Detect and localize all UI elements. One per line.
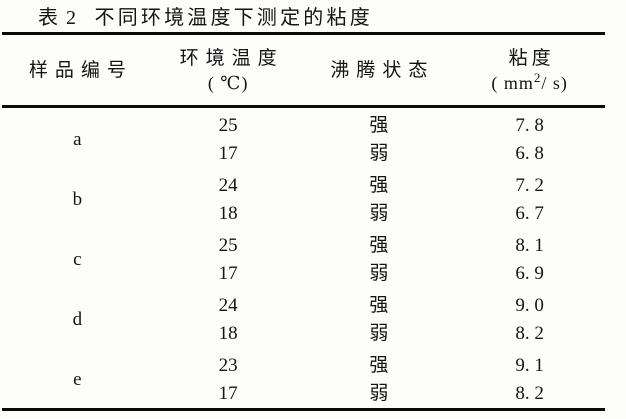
table-row: 17 弱 6. 8 bbox=[2, 140, 605, 168]
viscosity-cell: 8. 2 bbox=[515, 323, 544, 344]
temperature-cell: 24 bbox=[218, 175, 238, 196]
temperature-cell: 24 bbox=[218, 295, 238, 316]
boiling-state-cell: 强 bbox=[369, 235, 389, 256]
viscosity-cell: 9. 1 bbox=[515, 355, 544, 376]
table-title-text: 不同环境温度下测定的粘度 bbox=[94, 7, 373, 29]
boiling-state-cell: 强 bbox=[369, 115, 389, 136]
viscosity-cell: 6. 7 bbox=[515, 203, 544, 224]
viscosity-cell: 7. 8 bbox=[515, 115, 544, 136]
table-row: 18 弱 6. 7 bbox=[2, 200, 605, 228]
viscosity-unit-superscript: 2 bbox=[533, 70, 542, 85]
col-header-sample-id: 样品编号 bbox=[2, 33, 153, 108]
temperature-cell: 18 bbox=[218, 323, 238, 344]
table-row: a 25 强 7. 8 bbox=[2, 107, 605, 150]
temperature-cell: 25 bbox=[218, 115, 238, 136]
boiling-state-cell: 强 bbox=[369, 175, 389, 196]
temperature-cell: 23 bbox=[218, 355, 238, 376]
boiling-state-cell: 弱 bbox=[369, 323, 389, 344]
boiling-state-cell: 弱 bbox=[369, 263, 389, 284]
viscosity-cell: 9. 0 bbox=[515, 295, 544, 316]
table-row: d 24 强 9. 0 bbox=[2, 288, 605, 330]
viscosity-cell: 6. 8 bbox=[515, 143, 544, 164]
temperature-cell: 18 bbox=[218, 203, 238, 224]
viscosity-table: 样品编号 环境温度 ( ℃) 沸腾状态 粘度 ( mm2/ s) a 25 bbox=[2, 32, 605, 411]
viscosity-unit-pre: ( mm bbox=[491, 73, 534, 93]
sample-id-cell-c: c bbox=[73, 249, 82, 270]
viscosity-unit-post: / s) bbox=[541, 73, 568, 93]
boiling-state-cell: 强 bbox=[369, 355, 389, 376]
table-row: 18 弱 8. 2 bbox=[2, 320, 605, 348]
sample-id-cell-a: a bbox=[73, 129, 82, 150]
table-number: 表 2 bbox=[38, 7, 78, 29]
boiling-state-cell: 弱 bbox=[369, 203, 389, 224]
col-header-boiling-state: 沸腾状态 bbox=[303, 33, 455, 108]
sample-id-cell-e: e bbox=[73, 369, 82, 390]
sample-id-cell-b: b bbox=[72, 189, 83, 210]
viscosity-cell: 8. 1 bbox=[515, 235, 544, 256]
table-row: 17 弱 6. 9 bbox=[2, 260, 605, 288]
sample-id-cell-d: d bbox=[72, 309, 83, 330]
viscosity-cell: 8. 2 bbox=[515, 383, 544, 404]
temperature-cell: 17 bbox=[218, 263, 238, 284]
col-header-viscosity-label: 粘度 bbox=[508, 48, 555, 69]
viscosity-cell: 7. 2 bbox=[515, 175, 544, 196]
temperature-cell: 17 bbox=[218, 383, 238, 404]
col-header-boiling-label: 沸腾状态 bbox=[330, 59, 435, 81]
table-row: 17 弱 8. 2 bbox=[2, 380, 605, 410]
header-row: 样品编号 环境温度 ( ℃) 沸腾状态 粘度 ( mm2/ s) bbox=[2, 33, 605, 108]
viscosity-cell: 6. 9 bbox=[515, 263, 544, 284]
col-header-temperature-label: 环境温度 bbox=[179, 48, 284, 69]
col-header-viscosity-unit: ( mm2/ s) bbox=[454, 70, 605, 94]
boiling-state-cell: 弱 bbox=[369, 143, 389, 164]
col-header-sample-id-label: 样品编号 bbox=[28, 59, 133, 81]
table-title: 表 2 不同环境温度下测定的粘度 bbox=[38, 5, 626, 31]
temperature-cell: 25 bbox=[218, 235, 238, 256]
col-header-viscosity: 粘度 ( mm2/ s) bbox=[454, 33, 605, 108]
table-row: e 23 强 9. 1 bbox=[2, 348, 605, 390]
temperature-cell: 17 bbox=[218, 143, 238, 164]
col-header-temperature-unit: ( ℃) bbox=[207, 73, 249, 93]
table-row: c 25 强 8. 1 bbox=[2, 228, 605, 270]
table-row: b 24 强 7. 2 bbox=[2, 168, 605, 210]
boiling-state-cell: 强 bbox=[369, 295, 389, 316]
col-header-ambient-temperature: 环境温度 ( ℃) bbox=[152, 33, 304, 108]
boiling-state-cell: 弱 bbox=[369, 383, 389, 404]
